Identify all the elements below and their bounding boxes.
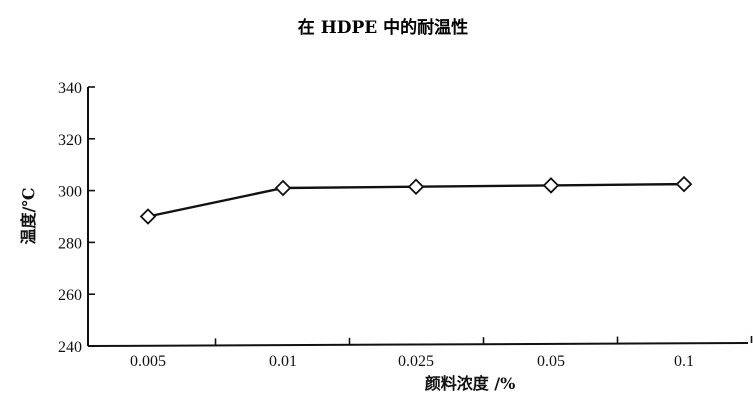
x-tick-label: 0.05	[537, 353, 565, 370]
x-tick-label: 0.1	[674, 353, 694, 370]
x-ticks: 0.005 0.01 0.025 0.05 0.1	[130, 335, 753, 370]
x-axis-label: 颜料浓度 /%	[425, 374, 516, 393]
y-tick-label: 320	[58, 132, 82, 149]
x-tick-label: 0.01	[269, 353, 297, 370]
data-point-marker	[139, 208, 157, 225]
y-ticks: 240 260 280 300 320 340	[58, 80, 95, 356]
data-point-marker	[542, 177, 560, 194]
y-tick-label: 280	[58, 235, 82, 252]
data-point-marker	[407, 178, 425, 195]
data-point-marker	[274, 179, 292, 197]
x-tick-label: 0.025	[398, 353, 434, 370]
x-axis-line	[87, 342, 749, 347]
series-layer	[139, 175, 693, 225]
y-axis-label: 温度/℃	[19, 187, 38, 245]
data-point-marker	[675, 175, 693, 193]
x-tick-label: 0.005	[130, 353, 166, 370]
y-tick-label: 340	[58, 80, 82, 97]
y-tick-label: 300	[58, 184, 82, 201]
chart-title: 在 HDPE 中的耐温性	[298, 17, 468, 38]
axes	[87, 87, 749, 347]
y-tick-label: 240	[58, 339, 82, 356]
y-tick-label: 260	[58, 287, 82, 304]
